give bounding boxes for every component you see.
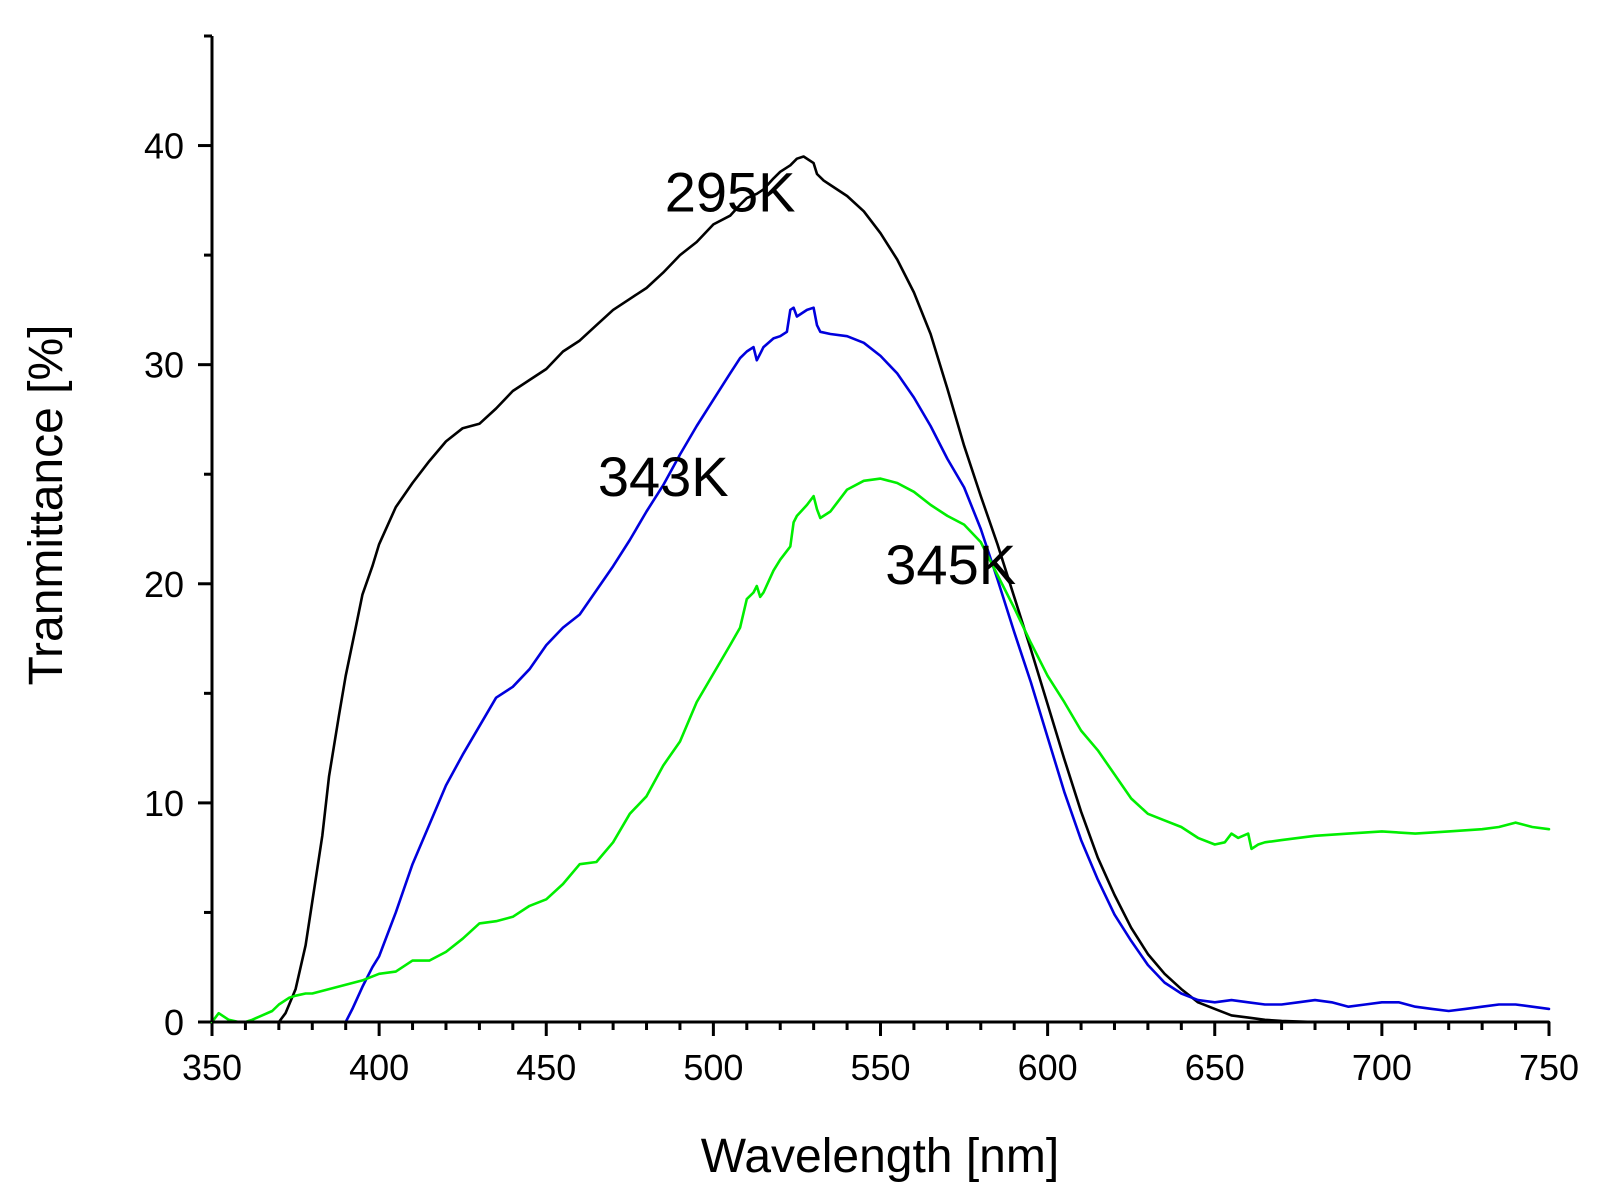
series-layer	[210, 155, 1551, 1024]
x-tick-label: 750	[1519, 1047, 1579, 1088]
series-line-343k	[344, 306, 1551, 1024]
x-tick-label: 650	[1185, 1047, 1245, 1088]
x-tick-label: 600	[1018, 1047, 1078, 1088]
ticks-layer: 350 400 450 500 550 600 650 700 750 0 10 20 30 40	[144, 34, 1579, 1088]
x-tick-label: 550	[850, 1047, 910, 1088]
y-tick-label: 0	[164, 1002, 184, 1043]
series-line-345k	[210, 477, 1551, 1024]
labels-layer: Wavelength [nm] Tranmittance [%]	[20, 324, 1059, 1183]
y-tick-label: 10	[144, 783, 184, 824]
x-tick-label: 500	[683, 1047, 743, 1088]
x-tick-label: 350	[182, 1047, 242, 1088]
y-tick-label: 30	[144, 345, 184, 386]
y-tick-label: 40	[144, 126, 184, 167]
x-tick-label: 400	[349, 1047, 409, 1088]
y-axis-title: Tranmittance [%]	[20, 324, 73, 685]
axes-layer	[210, 36, 1549, 1024]
curve-label-295k: 295K	[665, 160, 796, 223]
curve-label-345k: 345K	[885, 533, 1016, 596]
y-tick-label: 20	[144, 564, 184, 605]
x-axis-title: Wavelength [nm]	[701, 1130, 1059, 1183]
annotation-layer: 295K 343K 345K	[598, 160, 1016, 595]
x-tick-label: 700	[1352, 1047, 1412, 1088]
x-tick-label: 450	[516, 1047, 576, 1088]
curve-label-343k: 343K	[598, 445, 729, 508]
